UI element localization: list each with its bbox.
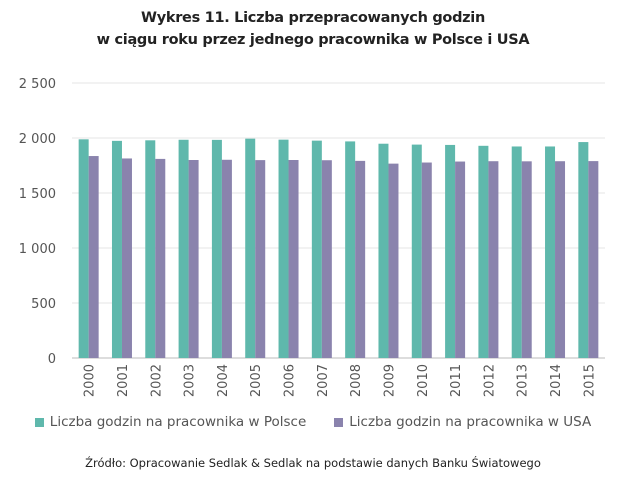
- bar-usa-2005: [255, 160, 266, 358]
- bar-usa-2013: [521, 161, 532, 358]
- bar-poland-2005: [245, 138, 256, 358]
- bar-poland-2004: [211, 139, 222, 358]
- y-tick-label: 0: [48, 352, 56, 367]
- legend-item-usa: Liczba godzin na pracownika w USA: [334, 414, 591, 430]
- bar-usa-2007: [321, 160, 332, 358]
- bar-usa-2001: [121, 158, 132, 358]
- x-tick-label: 2008: [349, 364, 364, 397]
- bar-poland-2000: [78, 139, 89, 358]
- legend-label-usa: Liczba godzin na pracownika w USA: [349, 414, 592, 430]
- bar-usa-2015: [588, 161, 599, 358]
- x-tick-label: 2005: [249, 364, 264, 397]
- x-tick-label: 2015: [582, 364, 597, 397]
- legend-swatch-poland: [34, 417, 44, 427]
- bar-poland-2010: [411, 144, 422, 358]
- bar-usa-2003: [188, 160, 199, 358]
- x-tick-label: 2000: [83, 364, 98, 397]
- x-tick-label: 2002: [149, 364, 164, 397]
- bar-usa-2009: [388, 163, 399, 358]
- bar-usa-2012: [488, 161, 499, 358]
- bar-poland-2014: [545, 146, 556, 358]
- bar-poland-2012: [478, 145, 489, 358]
- bar-poland-2007: [311, 140, 322, 358]
- bar-usa-2010: [421, 162, 432, 358]
- bar-poland-2001: [111, 140, 122, 358]
- plot-area: 0 500 1 000 1 500 2 000 2 500 2000 2001 2002 2003…: [19, 77, 605, 397]
- legend-label-poland: Liczba godzin na pracownika w Polsce: [49, 414, 307, 430]
- bar-poland-2006: [278, 139, 289, 358]
- y-tick-label: 500: [31, 297, 56, 312]
- source-note: Źródło: Opracowanie Sedlak & Sedlak na p…: [85, 456, 541, 470]
- bar-poland-2003: [178, 139, 189, 358]
- bar-usa-2011: [455, 161, 466, 358]
- chart-title-line-1: Wykres 11. Liczba przepracowanych godzin: [141, 10, 485, 26]
- y-tick-label: 1 000: [19, 242, 56, 257]
- bar-usa-2000: [88, 156, 99, 358]
- x-tick-label: 2012: [482, 364, 497, 397]
- x-tick-label: 2004: [216, 364, 231, 397]
- legend-item-poland: Liczba godzin na pracownika w Polsce: [34, 414, 307, 430]
- x-tick-label: 2009: [382, 364, 397, 397]
- y-tick-label: 2 000: [19, 132, 56, 147]
- bar-poland-2015: [578, 142, 589, 358]
- legend: Liczba godzin na pracownika w Polsce Lic…: [0, 414, 626, 430]
- bar-poland-2013: [511, 146, 522, 358]
- bar-poland-2011: [445, 144, 456, 358]
- y-tick-label: 1 500: [19, 187, 56, 202]
- y-tick-label: 2 500: [19, 77, 56, 92]
- x-tick-label: 2006: [283, 364, 298, 397]
- x-tick-label: 2010: [416, 364, 431, 397]
- bar-usa-2006: [288, 160, 299, 358]
- legend-swatch-usa: [334, 417, 344, 427]
- x-tick-label: 2001: [116, 364, 131, 397]
- x-tick-label: 2013: [516, 364, 531, 397]
- bar-usa-2002: [155, 158, 166, 358]
- x-tick-label: 2014: [549, 364, 564, 397]
- bar-poland-2008: [345, 141, 356, 358]
- x-tick-label: 2011: [449, 364, 464, 397]
- chart-title-line-2: w ciągu roku przez jednego pracownika w …: [96, 32, 530, 48]
- bar-usa-2014: [555, 161, 566, 358]
- bar-poland-2002: [145, 140, 156, 358]
- bar-usa-2008: [355, 160, 366, 358]
- bar-usa-2004: [221, 159, 232, 358]
- x-tick-label: 2003: [183, 364, 198, 397]
- x-tick-label: 2007: [316, 364, 331, 397]
- bar-poland-2009: [378, 143, 389, 358]
